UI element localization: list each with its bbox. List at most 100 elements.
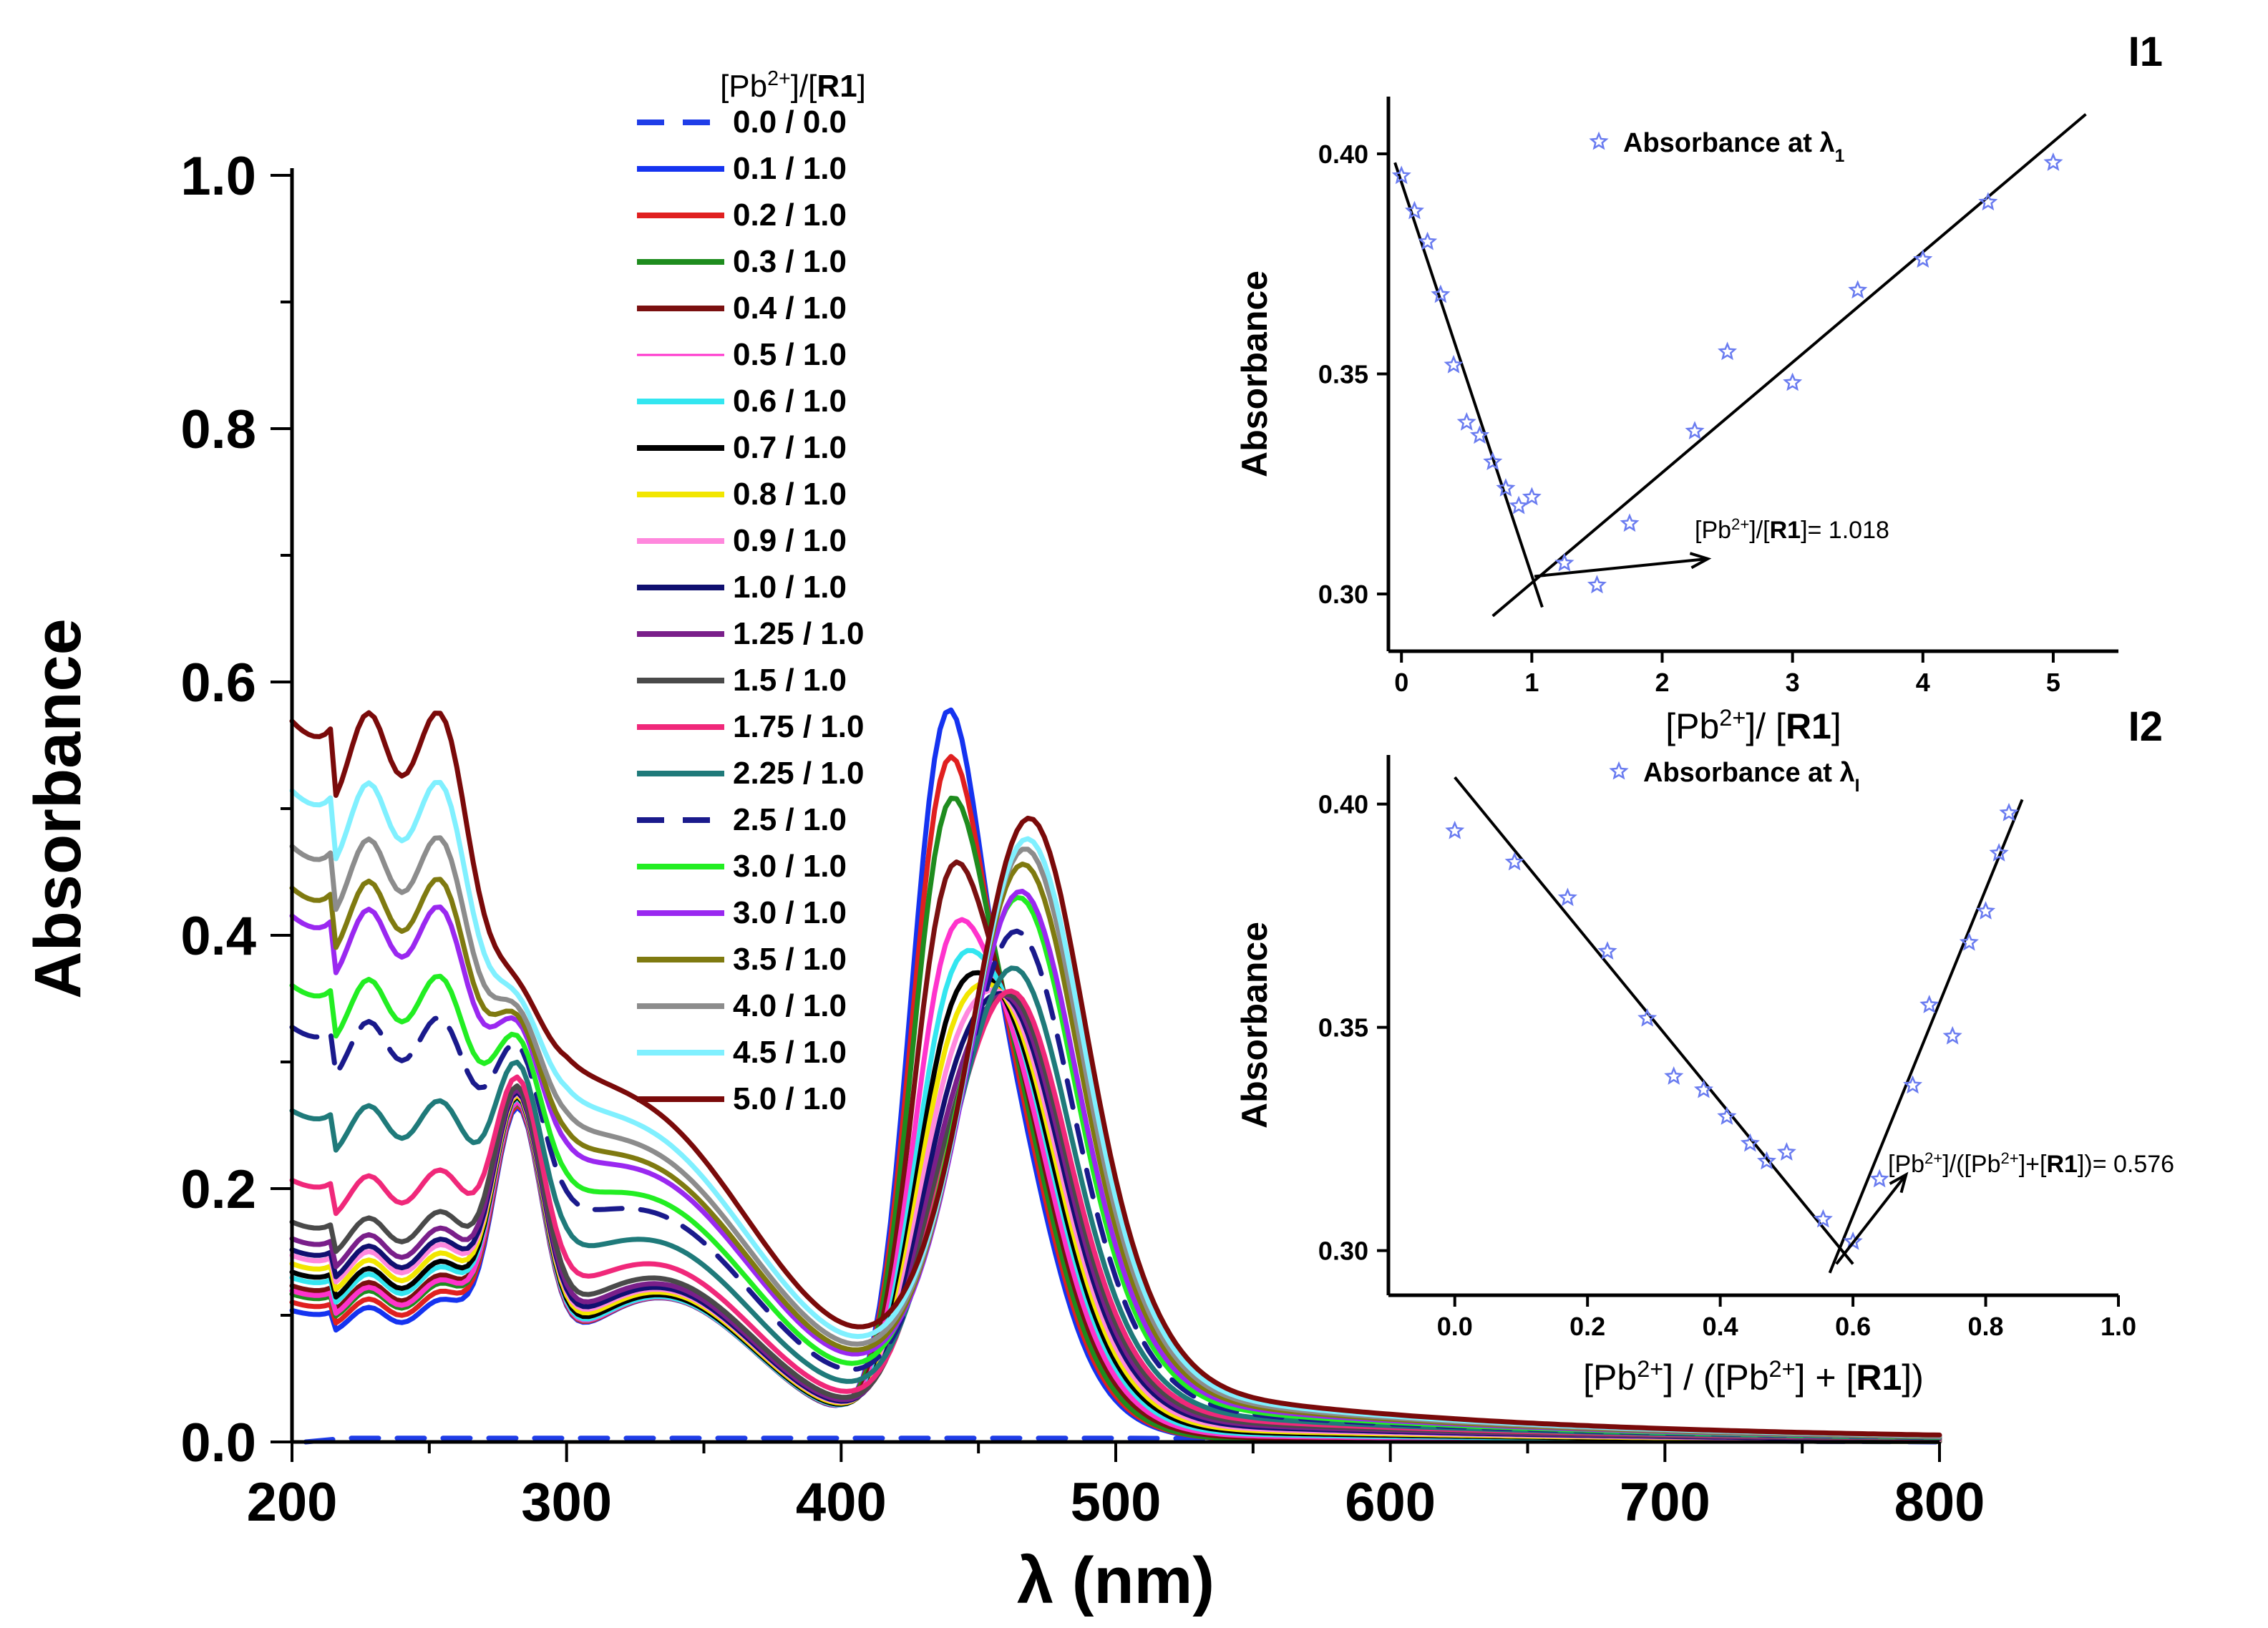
inset-y-tick-label: 0.40 <box>1318 790 1368 819</box>
legend-label: 0.0 / 0.0 <box>733 104 847 140</box>
inset-y-tick-label: 0.40 <box>1318 140 1368 169</box>
main-x-tick-label: 600 <box>1345 1472 1436 1533</box>
main-y-axis-title: Absorbance <box>21 618 94 999</box>
inset-x-tick-label: 5 <box>2046 668 2060 697</box>
main-y-tick-label: 0.6 <box>180 653 256 713</box>
legend-label: 0.4 / 1.0 <box>733 291 847 326</box>
data-point-star <box>1903 1075 1923 1094</box>
legend-label: 0.6 / 1.0 <box>733 384 847 419</box>
data-point-star <box>1554 552 1575 572</box>
main-x-axis-title: λ (nm) <box>1017 1544 1215 1617</box>
data-point-star <box>1757 1151 1777 1170</box>
inset-x-axis-title: [Pb2+]/ [R1] <box>1665 705 1841 746</box>
data-point-star <box>1444 354 1464 374</box>
inset-y-tick-label: 0.30 <box>1318 580 1368 609</box>
main-x-tick-label: 800 <box>1894 1472 1985 1533</box>
inset-x-tick-label: 0.0 <box>1437 1312 1473 1341</box>
inset-i1: 0 1 2 3 4 5 0.30 0.35 0.40 Absorbance at λ1 [Pb2+]… <box>1235 29 2163 746</box>
inset-x-tick-label: 1 <box>1524 668 1539 697</box>
inset-x-tick-label: 3 <box>1786 668 1800 697</box>
data-point-star <box>1496 478 1516 497</box>
data-point-star <box>1431 284 1451 303</box>
data-point-star <box>1999 802 2019 822</box>
data-point-star <box>1418 231 1438 250</box>
data-point-star <box>1959 932 1979 951</box>
inset-y-tick-label: 0.30 <box>1318 1237 1368 1266</box>
inset-x-tick-label: 1.0 <box>2101 1312 2136 1341</box>
main-x-tick-label: 500 <box>1071 1472 1162 1533</box>
data-point-star <box>1456 411 1476 431</box>
legend-label: 0.7 / 1.0 <box>733 430 847 465</box>
data-point-star <box>1620 513 1640 532</box>
inset-x-axis-title: [Pb2+] / ([Pb2+] + [R1]) <box>1583 1356 1924 1398</box>
data-point-star <box>1509 495 1529 515</box>
legend-label: 3.0 / 1.0 <box>733 849 847 884</box>
inset-legend-label: Absorbance at λ1 <box>1623 128 1845 166</box>
main-series-group <box>289 707 1942 1445</box>
inset-y-tick-label: 0.35 <box>1318 1013 1368 1043</box>
main-x-tick-label: 200 <box>247 1472 338 1533</box>
main-x-tick-label: 300 <box>521 1472 612 1533</box>
data-point-star <box>1869 1169 1889 1188</box>
main-x-tick-label: 400 <box>796 1472 887 1533</box>
inset-legend-marker <box>1589 131 1609 150</box>
legend-label: 0.1 / 1.0 <box>733 151 847 186</box>
data-point-star <box>1718 341 1738 361</box>
data-point-star <box>1597 941 1617 960</box>
legend-label: 2.5 / 1.0 <box>733 802 847 837</box>
annotation-label: [Pb2+]/[R1]= 1.018 <box>1695 515 1889 545</box>
data-point-star <box>2043 152 2063 171</box>
main-y-tick-label: 0.4 <box>180 906 256 967</box>
inset-i2: 0.0 0.2 0.4 0.6 0.8 1.0 0.30 0.35 0.40 Absorbance… <box>1235 703 2174 1398</box>
inset-legend-label: Absorbance at λI <box>1643 758 1860 796</box>
i2-y-axis-title: Absorbance <box>1235 922 1275 1129</box>
linear-fit-line <box>1393 162 1544 608</box>
data-point-star <box>1913 249 1933 268</box>
i2-tag: I2 <box>2128 703 2163 750</box>
data-point-star <box>1587 575 1607 594</box>
annotation-arrow <box>1534 557 1708 578</box>
data-point-star <box>1404 200 1424 220</box>
annotation-arrowhead <box>1689 552 1712 570</box>
data-point-star <box>1813 1209 1833 1228</box>
main-y-tick-label: 1.0 <box>180 146 256 207</box>
data-point-star <box>1522 487 1542 506</box>
data-point-star <box>1504 852 1524 871</box>
i1-tag: I1 <box>2128 29 2163 75</box>
data-point-star <box>1783 372 1803 391</box>
data-point-star <box>1848 280 1868 299</box>
main-legend-title: [Pb2+]/[R1] <box>720 67 866 104</box>
data-point-star <box>1469 425 1490 444</box>
inset-x-tick-label: 0 <box>1394 668 1408 697</box>
annotation-arrowhead <box>1889 1171 1909 1194</box>
data-point-star <box>1693 1079 1713 1098</box>
inset-y-tick-label: 0.35 <box>1318 360 1368 389</box>
data-point-star <box>1776 1142 1796 1161</box>
legend-label: 4.5 / 1.0 <box>733 1035 847 1070</box>
inset-x-tick-label: 2 <box>1655 668 1669 697</box>
legend-label: 0.9 / 1.0 <box>733 523 847 558</box>
legend-label: 3.5 / 1.0 <box>733 942 847 977</box>
data-point-star <box>1740 1133 1760 1152</box>
main-y-tick-label: 0.0 <box>180 1413 256 1473</box>
i1-y-axis-title: Absorbance <box>1235 270 1275 477</box>
data-point-star <box>1685 421 1705 440</box>
data-point-star <box>1843 1231 1863 1250</box>
legend-label: 0.2 / 1.0 <box>733 198 847 233</box>
linear-fit-line <box>1454 776 1854 1265</box>
inset-x-tick-label: 0.6 <box>1835 1312 1871 1341</box>
data-point-star <box>1391 165 1411 185</box>
legend-label: 2.25 / 1.0 <box>733 756 864 791</box>
annotation-label: [Pb2+]/([Pb2+]+[R1])= 0.576 <box>1888 1149 2174 1179</box>
linear-fit-line <box>1828 799 2024 1274</box>
legend-label: 3.0 / 1.0 <box>733 895 847 930</box>
legend-label: 0.5 / 1.0 <box>733 337 847 372</box>
main-y-tick-label: 0.8 <box>180 399 256 460</box>
data-point-star <box>1976 901 1996 920</box>
legend-label: 0.8 / 1.0 <box>733 477 847 512</box>
main-y-tick-label: 0.2 <box>180 1159 256 1220</box>
i2-plot: 0.0 0.2 0.4 0.6 0.8 1.0 0.30 0.35 0.40 Absorbance… <box>1318 755 2174 1398</box>
inset-legend-marker <box>1609 761 1629 780</box>
legend-label: 0.3 / 1.0 <box>733 244 847 279</box>
